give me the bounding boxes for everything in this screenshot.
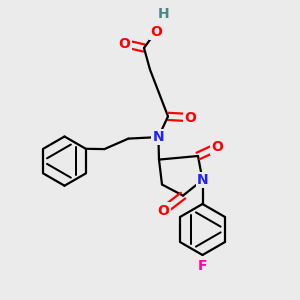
- Text: O: O: [150, 25, 162, 38]
- Text: H: H: [158, 7, 169, 20]
- Text: O: O: [158, 204, 169, 218]
- Text: N: N: [197, 173, 208, 187]
- Text: O: O: [184, 111, 196, 124]
- Text: O: O: [118, 37, 130, 50]
- Text: O: O: [212, 140, 224, 154]
- Text: F: F: [198, 259, 207, 272]
- Text: N: N: [153, 130, 164, 144]
